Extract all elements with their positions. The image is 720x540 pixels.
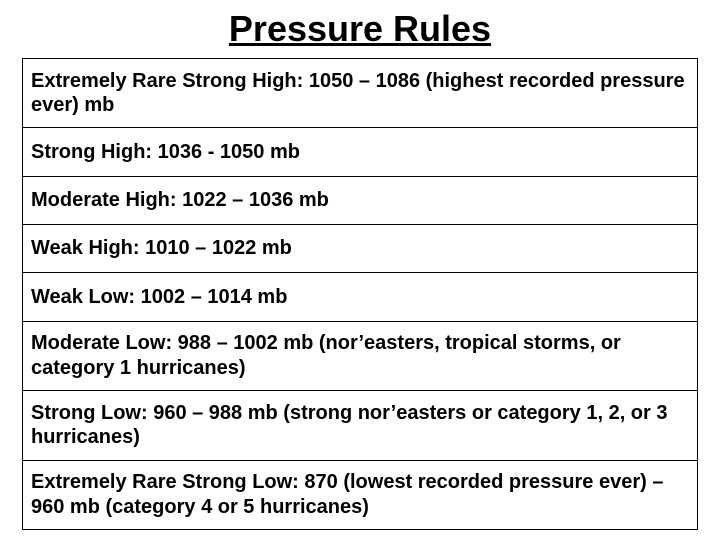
- row-text: Weak Low: 1002 – 1014 mb: [31, 285, 287, 309]
- table-row: Strong High: 1036 - 1050 mb: [23, 128, 697, 176]
- row-text: Strong Low: 960 – 988 mb (strong nor’eas…: [31, 401, 689, 450]
- table-row: Extremely Rare Strong Low: 870 (lowest r…: [23, 461, 697, 529]
- slide-title: Pressure Rules: [22, 8, 698, 50]
- table-row: Extremely Rare Strong High: 1050 – 1086 …: [23, 59, 697, 128]
- table-row: Moderate Low: 988 – 1002 mb (nor’easters…: [23, 322, 697, 391]
- row-text: Strong High: 1036 - 1050 mb: [31, 140, 300, 164]
- table-row: Moderate High: 1022 – 1036 mb: [23, 177, 697, 225]
- table-row: Strong Low: 960 – 988 mb (strong nor’eas…: [23, 391, 697, 460]
- pressure-table: Extremely Rare Strong High: 1050 – 1086 …: [22, 58, 698, 530]
- table-row: Weak High: 1010 – 1022 mb: [23, 225, 697, 273]
- row-text: Moderate High: 1022 – 1036 mb: [31, 188, 329, 212]
- slide: Pressure Rules Extremely Rare Strong Hig…: [0, 0, 720, 540]
- row-text: Moderate Low: 988 – 1002 mb (nor’easters…: [31, 331, 689, 380]
- table-row: Weak Low: 1002 – 1014 mb: [23, 273, 697, 321]
- row-text: Extremely Rare Strong Low: 870 (lowest r…: [31, 470, 689, 519]
- row-text: Weak High: 1010 – 1022 mb: [31, 236, 292, 260]
- row-text: Extremely Rare Strong High: 1050 – 1086 …: [31, 69, 689, 118]
